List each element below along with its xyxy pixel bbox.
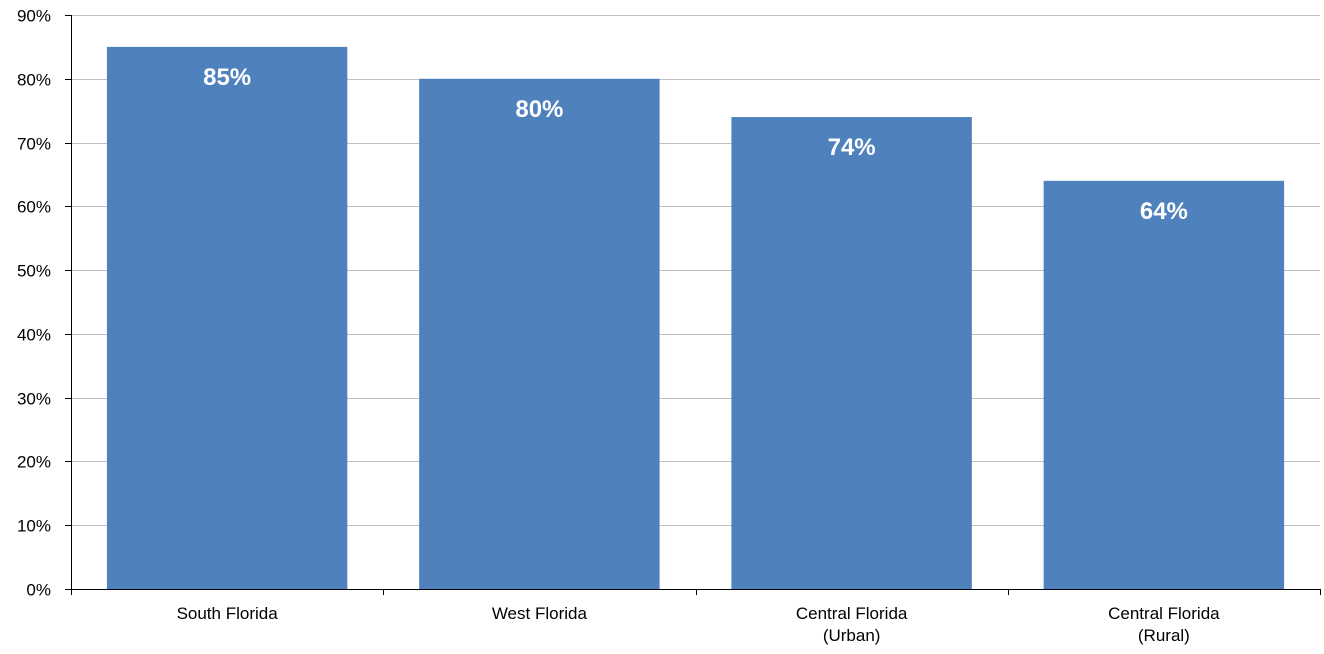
bars [106,46,1285,590]
data-label: 85% [203,64,251,91]
y-tick-label: 10% [17,517,51,536]
y-axis-ticks: 0% 10% 20% 30% 40% 50% 60% 70% 80% 90% [17,7,71,600]
axes [71,15,1321,595]
y-tick-label: 50% [17,262,51,281]
y-tick-label: 80% [17,71,51,90]
y-tick-label: 90% [17,7,51,26]
bar [106,46,348,589]
y-tick-label: 40% [17,326,51,345]
bar [731,117,972,590]
x-axis-labels: South Florida West Florida Central Florida… [177,604,1221,645]
x-tick-label: South Florida [177,604,279,623]
y-tick-label: 70% [17,135,51,154]
bar [1043,180,1285,590]
y-tick-label: 20% [17,453,51,472]
bar [419,78,660,590]
data-label: 74% [828,134,876,161]
data-label: 64% [1140,198,1188,225]
data-label: 80% [515,96,563,123]
y-tick-label: 60% [17,198,51,217]
y-tick-label: 0% [26,581,51,600]
x-tick-label: West Florida [492,604,588,623]
y-tick-label: 30% [17,390,51,409]
x-tick-label: Central Florida (Urban) [796,604,908,645]
x-tick-label: Central Florida (Rural) [1108,604,1220,645]
data-labels: 85% 80% 74% 64% [203,64,1188,225]
